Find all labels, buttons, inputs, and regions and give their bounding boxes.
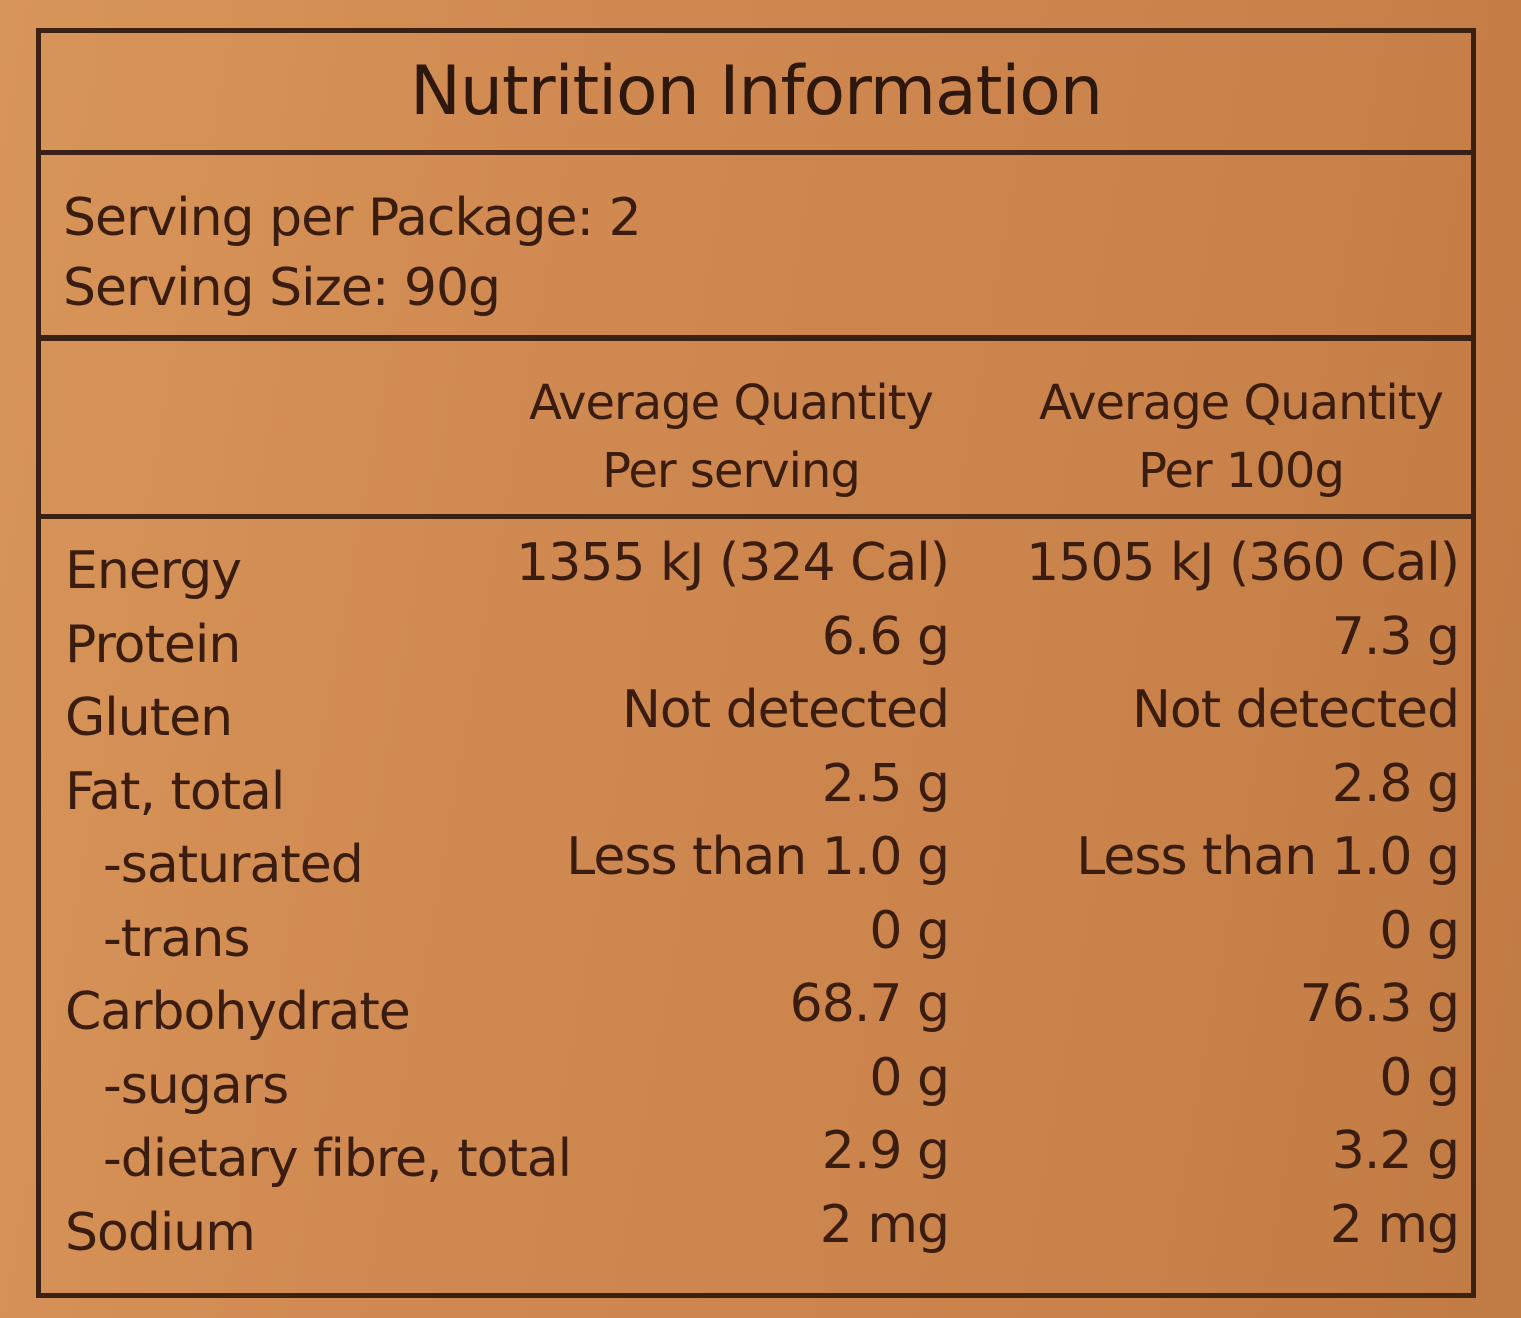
per-serving-value: 0 g: [869, 900, 950, 961]
per-100g-value: 76.3 g: [1299, 974, 1460, 1034]
serving-size: Serving Size: 90g: [63, 258, 501, 318]
serving-per-package: Serving per Package: 2: [63, 188, 642, 248]
per-100g-value: 3.2 g: [1331, 1121, 1460, 1181]
nutrient-name: Energy: [65, 541, 242, 601]
nutrient-name: -sugars: [103, 1055, 289, 1116]
nutrient-row-carbohydrate: Carbohydrate 68.7 g 76.3 g: [41, 974, 1471, 1048]
nutrient-name: -saturated: [103, 835, 364, 895]
nutrient-row-trans: -trans 0 g 0 g: [41, 901, 1471, 975]
column-headers: Average Quantity Per serving Average Qua…: [41, 341, 1471, 519]
per-serving-value: 2.5 g: [821, 753, 950, 814]
nutrient-name: Protein: [65, 614, 241, 675]
nutrient-row-dietary-fibre: -dietary fibre, total 2.9 g 3.2 g: [41, 1121, 1471, 1195]
per-serving-value: 6.6 g: [821, 606, 950, 667]
nutrient-row-sodium: Sodium 2 mg 2 mg: [41, 1195, 1471, 1269]
column-header-per-100g: Average Quantity Per 100g: [1006, 369, 1476, 505]
nutrient-name: -trans: [103, 908, 250, 969]
per-serving-value: 1355 kJ (324 Cal): [516, 533, 950, 593]
column-header-per-serving: Average Quantity Per serving: [496, 369, 966, 505]
per-100g-value: 1505 kJ (360 Cal): [1026, 533, 1460, 593]
per-100g-value: Less than 1.0 g: [1076, 827, 1460, 887]
nutrient-name: Sodium: [65, 1202, 256, 1263]
per-100g-value: 0 g: [1379, 1047, 1460, 1108]
per-serving-value: Less than 1.0 g: [566, 827, 950, 887]
per-100g-value: 2 mg: [1329, 1194, 1460, 1255]
nutrient-name: -dietary fibre, total: [103, 1129, 572, 1189]
nutrition-label: Nutrition Information Serving per Packag…: [36, 28, 1476, 1298]
nutrient-row-gluten: Gluten Not detected Not detected: [41, 680, 1471, 754]
per-serving-value: 2 mg: [819, 1194, 950, 1255]
per-serving-value: 2.9 g: [821, 1121, 950, 1181]
per-100g-value: 7.3 g: [1331, 606, 1460, 667]
nutrient-row-protein: Protein 6.6 g 7.3 g: [41, 607, 1471, 681]
column-header-line: Average Quantity: [529, 375, 934, 431]
nutrient-row-saturated: -saturated Less than 1.0 g Less than 1.0…: [41, 827, 1471, 901]
per-serving-value: Not detected: [622, 680, 950, 740]
nutrient-row-fat-total: Fat, total 2.5 g 2.8 g: [41, 754, 1471, 828]
label-title: Nutrition Information: [410, 52, 1103, 131]
nutrient-rows: Energy 1355 kJ (324 Cal) 1505 kJ (360 Ca…: [41, 533, 1471, 1268]
title-band: Nutrition Information: [41, 33, 1471, 155]
nutrient-row-energy: Energy 1355 kJ (324 Cal) 1505 kJ (360 Ca…: [41, 533, 1471, 607]
column-header-line: Average Quantity: [1039, 375, 1444, 431]
nutrient-name: Fat, total: [65, 761, 285, 822]
column-header-line: Per 100g: [1138, 443, 1345, 499]
nutrient-name: Gluten: [65, 688, 233, 748]
per-100g-value: Not detected: [1132, 680, 1460, 740]
column-header-line: Per serving: [602, 443, 861, 499]
serving-info: Serving per Package: 2 Serving Size: 90g: [41, 155, 1471, 341]
nutrient-name: Carbohydrate: [65, 982, 411, 1042]
per-serving-value: 68.7 g: [789, 974, 950, 1034]
nutrient-row-sugars: -sugars 0 g 0 g: [41, 1048, 1471, 1122]
per-100g-value: 0 g: [1379, 900, 1460, 961]
per-serving-value: 0 g: [869, 1047, 950, 1108]
per-100g-value: 2.8 g: [1331, 753, 1460, 814]
